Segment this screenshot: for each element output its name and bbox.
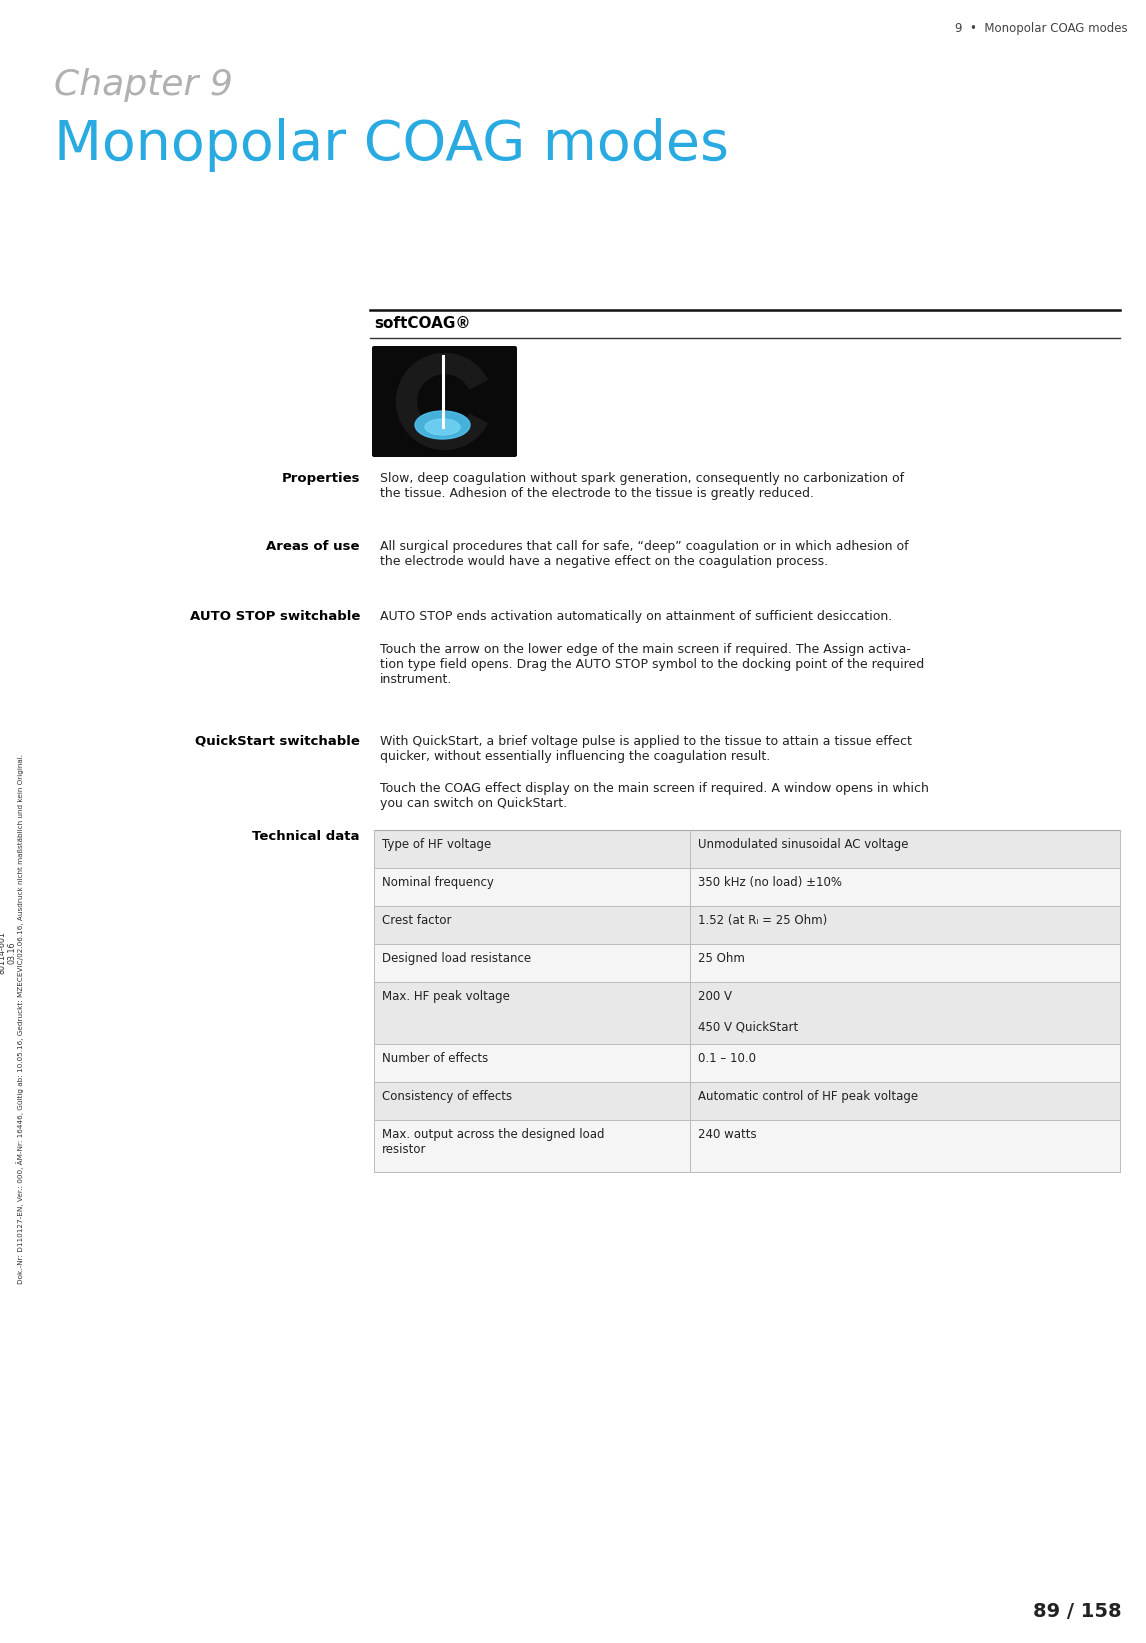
Bar	[374, 830, 1120, 868]
Ellipse shape	[425, 419, 460, 435]
Text: Touch the arrow on the lower edge of the main screen if required. The Assign act: Touch the arrow on the lower edge of the…	[380, 642, 925, 687]
Text: Touch the COAG effect display on the main screen if required. A window opens in : Touch the COAG effect display on the mai…	[380, 782, 929, 810]
Ellipse shape	[415, 411, 470, 439]
Text: Monopolar COAG modes: Monopolar COAG modes	[54, 118, 729, 173]
Text: Consistency of effects: Consistency of effects	[382, 1089, 512, 1102]
Text: AUTO STOP switchable: AUTO STOP switchable	[189, 610, 360, 623]
Text: softCOAG®: softCOAG®	[374, 315, 471, 330]
Text: Automatic control of HF peak voltage: Automatic control of HF peak voltage	[698, 1089, 918, 1102]
FancyBboxPatch shape	[372, 347, 517, 457]
Bar	[374, 905, 1120, 945]
Text: Technical data: Technical data	[252, 830, 360, 843]
Text: Max. output across the designed load
resistor: Max. output across the designed load res…	[382, 1129, 604, 1157]
Text: Slow, deep coagulation without spark generation, consequently no carbonization o: Slow, deep coagulation without spark gen…	[380, 472, 904, 499]
Text: 89 / 158: 89 / 158	[1034, 1602, 1122, 1622]
Text: Unmodulated sinusoidal AC voltage: Unmodulated sinusoidal AC voltage	[698, 838, 909, 851]
Text: Properties: Properties	[282, 472, 360, 485]
Text: QuickStart switchable: QuickStart switchable	[195, 734, 360, 748]
Text: All surgical procedures that call for safe, “deep” coagulation or in which adhes: All surgical procedures that call for sa…	[380, 541, 909, 568]
Bar	[374, 1043, 1120, 1083]
Text: 25 Ohm: 25 Ohm	[698, 951, 745, 964]
Text: Designed load resistance: Designed load resistance	[382, 951, 531, 964]
Text: 80114-601
03.16: 80114-601 03.16	[0, 932, 17, 974]
Text: Number of effects: Number of effects	[382, 1052, 488, 1065]
Text: AUTO STOP ends activation automatically on attainment of sufficient desiccation.: AUTO STOP ends activation automatically …	[380, 610, 893, 623]
Polygon shape	[397, 353, 487, 450]
Text: With QuickStart, a brief voltage pulse is applied to the tissue to attain a tiss: With QuickStart, a brief voltage pulse i…	[380, 734, 912, 762]
Text: Chapter 9: Chapter 9	[54, 67, 233, 102]
Text: 1.52 (at Rₗ = 25 Ohm): 1.52 (at Rₗ = 25 Ohm)	[698, 914, 827, 927]
Bar	[374, 1121, 1120, 1171]
Text: 350 kHz (no load) ±10%: 350 kHz (no load) ±10%	[698, 876, 842, 889]
Bar	[374, 868, 1120, 905]
Text: 240 watts: 240 watts	[698, 1129, 756, 1140]
Text: Max. HF peak voltage: Max. HF peak voltage	[382, 991, 510, 1002]
Bar	[374, 983, 1120, 1043]
Text: Type of HF voltage: Type of HF voltage	[382, 838, 492, 851]
Text: Crest factor: Crest factor	[382, 914, 452, 927]
Text: 200 V

450 V QuickStart: 200 V 450 V QuickStart	[698, 991, 799, 1033]
Text: Dok.-Nr: D110127-EN, Ver.: 000, ÄM-Nr: 16446, Gültig ab: 10.05.16, Gedruckt: MZE: Dok.-Nr: D110127-EN, Ver.: 000, ÄM-Nr: 1…	[16, 754, 24, 1283]
Bar	[374, 945, 1120, 983]
Text: 9  •  Monopolar COAG modes: 9 • Monopolar COAG modes	[956, 21, 1128, 35]
Text: Nominal frequency: Nominal frequency	[382, 876, 494, 889]
Text: Areas of use: Areas of use	[267, 541, 360, 554]
Bar	[374, 1083, 1120, 1121]
Text: 0.1 – 10.0: 0.1 – 10.0	[698, 1052, 756, 1065]
